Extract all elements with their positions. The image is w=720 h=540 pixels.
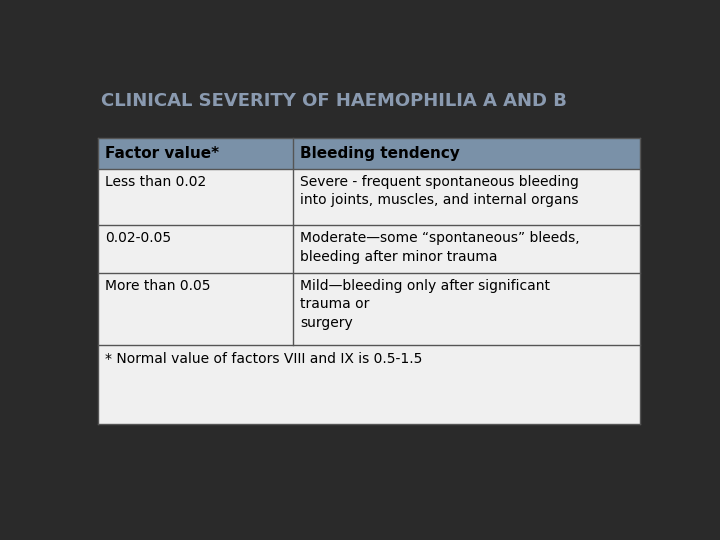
Text: 0.02-0.05: 0.02-0.05 bbox=[105, 231, 171, 245]
Text: Less than 0.02: Less than 0.02 bbox=[105, 175, 207, 189]
Text: Factor value*: Factor value* bbox=[105, 146, 219, 161]
Bar bbox=[99, 138, 639, 168]
Text: Moderate—some “spontaneous” bleeds,
bleeding after minor trauma: Moderate—some “spontaneous” bleeds, blee… bbox=[300, 231, 580, 264]
Text: Severe - frequent spontaneous bleeding
into joints, muscles, and internal organs: Severe - frequent spontaneous bleeding i… bbox=[300, 175, 579, 207]
Text: * Normal value of factors VIII and IX is 0.5-1.5: * Normal value of factors VIII and IX is… bbox=[105, 352, 423, 366]
Text: CLINICAL SEVERITY OF HAEMOPHILIA A AND B: CLINICAL SEVERITY OF HAEMOPHILIA A AND B bbox=[101, 92, 567, 110]
Text: More than 0.05: More than 0.05 bbox=[105, 279, 210, 293]
Text: Mild—bleeding only after significant
trauma or
surgery: Mild—bleeding only after significant tra… bbox=[300, 279, 550, 330]
Text: Bleeding tendency: Bleeding tendency bbox=[300, 146, 460, 161]
